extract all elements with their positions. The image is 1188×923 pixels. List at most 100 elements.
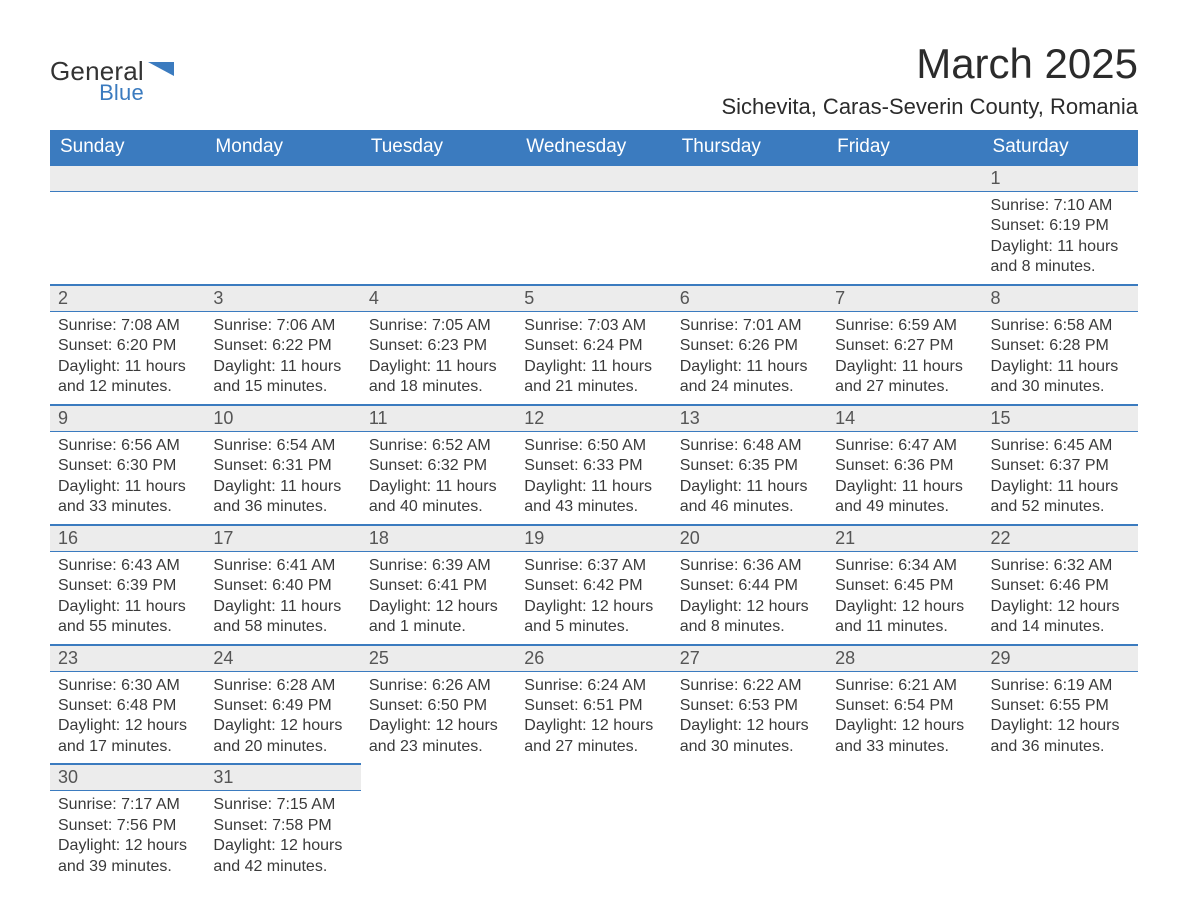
day-detail-cell: Sunrise: 6:54 AMSunset: 6:31 PMDaylight:…	[205, 431, 360, 524]
day-detail-cell: Sunrise: 7:03 AMSunset: 6:24 PMDaylight:…	[516, 311, 671, 404]
day-detail-cell: Sunrise: 6:37 AMSunset: 6:42 PMDaylight:…	[516, 551, 671, 644]
day-detail-line: Sunrise: 6:36 AM	[680, 556, 819, 576]
day-detail-line: Sunrise: 7:15 AM	[213, 795, 352, 815]
day-detail-cell	[50, 192, 205, 285]
day-number-cell: 14	[827, 405, 982, 432]
day-detail-line: and 8 minutes.	[991, 257, 1130, 277]
day-detail-cell: Sunrise: 6:58 AMSunset: 6:28 PMDaylight:…	[983, 311, 1138, 404]
day-detail-line: Daylight: 12 hours	[835, 716, 974, 736]
day-detail-line: Daylight: 12 hours	[58, 836, 197, 856]
day-number-cell: 9	[50, 405, 205, 432]
day-detail-cell	[672, 192, 827, 285]
day-detail-cell: Sunrise: 7:06 AMSunset: 6:22 PMDaylight:…	[205, 311, 360, 404]
day-detail-line: Daylight: 12 hours	[213, 836, 352, 856]
day-detail-line: Sunrise: 7:05 AM	[369, 316, 508, 336]
day-detail-line: Sunrise: 7:10 AM	[991, 196, 1130, 216]
day-detail-line: Sunset: 7:56 PM	[58, 816, 197, 836]
day-detail-cell: Sunrise: 7:10 AMSunset: 6:19 PMDaylight:…	[983, 192, 1138, 285]
day-detail-cell: Sunrise: 7:15 AMSunset: 7:58 PMDaylight:…	[205, 791, 360, 883]
month-title: March 2025	[721, 40, 1138, 88]
day-detail-line: Sunset: 6:28 PM	[991, 336, 1130, 356]
day-number-cell	[516, 764, 671, 791]
day-number-cell: 17	[205, 525, 360, 552]
day-detail-line: Daylight: 12 hours	[680, 597, 819, 617]
weekday-header: Saturday	[983, 130, 1138, 165]
weekday-header-row: Sunday Monday Tuesday Wednesday Thursday…	[50, 130, 1138, 165]
day-detail-cell: Sunrise: 6:39 AMSunset: 6:41 PMDaylight:…	[361, 551, 516, 644]
day-detail-line: Daylight: 11 hours	[680, 357, 819, 377]
day-detail-line: and 36 minutes.	[213, 497, 352, 517]
day-detail-row: Sunrise: 7:10 AMSunset: 6:19 PMDaylight:…	[50, 192, 1138, 285]
weekday-header: Monday	[205, 130, 360, 165]
day-detail-cell: Sunrise: 6:22 AMSunset: 6:53 PMDaylight:…	[672, 671, 827, 764]
day-detail-cell: Sunrise: 6:59 AMSunset: 6:27 PMDaylight:…	[827, 311, 982, 404]
day-detail-line: Daylight: 12 hours	[369, 597, 508, 617]
logo-word-blue: Blue	[99, 82, 144, 104]
day-detail-cell	[516, 791, 671, 883]
day-number-cell: 11	[361, 405, 516, 432]
day-number-cell: 23	[50, 645, 205, 672]
day-number-cell: 13	[672, 405, 827, 432]
day-detail-cell: Sunrise: 6:19 AMSunset: 6:55 PMDaylight:…	[983, 671, 1138, 764]
day-detail-line: and 55 minutes.	[58, 617, 197, 637]
day-number-cell: 22	[983, 525, 1138, 552]
day-detail-line: Sunset: 6:27 PM	[835, 336, 974, 356]
day-number-cell	[827, 764, 982, 791]
day-detail-line: Daylight: 12 hours	[991, 716, 1130, 736]
day-detail-line: Daylight: 11 hours	[369, 477, 508, 497]
day-detail-line: and 30 minutes.	[991, 377, 1130, 397]
day-number-cell	[672, 165, 827, 192]
day-number-cell	[827, 165, 982, 192]
day-detail-cell: Sunrise: 6:21 AMSunset: 6:54 PMDaylight:…	[827, 671, 982, 764]
day-detail-line: and 58 minutes.	[213, 617, 352, 637]
day-detail-line: Daylight: 11 hours	[213, 477, 352, 497]
day-detail-line: and 42 minutes.	[213, 857, 352, 877]
day-detail-row: Sunrise: 6:30 AMSunset: 6:48 PMDaylight:…	[50, 671, 1138, 764]
day-detail-line: and 23 minutes.	[369, 737, 508, 757]
day-detail-line: Sunset: 6:35 PM	[680, 456, 819, 476]
day-detail-cell: Sunrise: 7:05 AMSunset: 6:23 PMDaylight:…	[361, 311, 516, 404]
day-number-row: 16171819202122	[50, 525, 1138, 552]
day-detail-cell: Sunrise: 6:34 AMSunset: 6:45 PMDaylight:…	[827, 551, 982, 644]
weekday-header: Sunday	[50, 130, 205, 165]
day-detail-line: Sunrise: 6:22 AM	[680, 676, 819, 696]
day-detail-line: Sunset: 6:36 PM	[835, 456, 974, 476]
weekday-header: Wednesday	[516, 130, 671, 165]
day-detail-cell: Sunrise: 6:32 AMSunset: 6:46 PMDaylight:…	[983, 551, 1138, 644]
logo: General Blue	[50, 40, 182, 104]
day-number-cell	[361, 165, 516, 192]
day-detail-row: Sunrise: 7:08 AMSunset: 6:20 PMDaylight:…	[50, 311, 1138, 404]
day-detail-line: Sunset: 6:24 PM	[524, 336, 663, 356]
day-detail-cell: Sunrise: 7:17 AMSunset: 7:56 PMDaylight:…	[50, 791, 205, 883]
day-detail-line: Sunrise: 6:37 AM	[524, 556, 663, 576]
day-number-row: 3031	[50, 764, 1138, 791]
day-detail-line: Sunrise: 6:47 AM	[835, 436, 974, 456]
day-detail-line: Sunset: 6:44 PM	[680, 576, 819, 596]
day-number-cell: 6	[672, 285, 827, 312]
day-detail-line: Daylight: 11 hours	[835, 357, 974, 377]
day-detail-line: Sunset: 6:54 PM	[835, 696, 974, 716]
day-detail-line: Sunset: 6:33 PM	[524, 456, 663, 476]
day-detail-line: Daylight: 11 hours	[58, 597, 197, 617]
day-detail-line: and 21 minutes.	[524, 377, 663, 397]
day-detail-line: Daylight: 11 hours	[213, 597, 352, 617]
day-detail-cell: Sunrise: 6:28 AMSunset: 6:49 PMDaylight:…	[205, 671, 360, 764]
day-detail-line: and 27 minutes.	[524, 737, 663, 757]
day-number-cell: 19	[516, 525, 671, 552]
day-detail-cell: Sunrise: 6:47 AMSunset: 6:36 PMDaylight:…	[827, 431, 982, 524]
day-detail-line: Sunset: 6:22 PM	[213, 336, 352, 356]
day-detail-line: and 40 minutes.	[369, 497, 508, 517]
day-detail-cell	[516, 192, 671, 285]
day-detail-line: Sunrise: 6:19 AM	[991, 676, 1130, 696]
logo-text: General Blue	[50, 58, 144, 104]
day-detail-line: Daylight: 11 hours	[524, 477, 663, 497]
day-detail-cell: Sunrise: 6:30 AMSunset: 6:48 PMDaylight:…	[50, 671, 205, 764]
day-number-cell: 26	[516, 645, 671, 672]
day-detail-line: Sunrise: 6:48 AM	[680, 436, 819, 456]
day-detail-line: and 33 minutes.	[835, 737, 974, 757]
day-detail-line: Sunset: 6:39 PM	[58, 576, 197, 596]
day-detail-line: and 36 minutes.	[991, 737, 1130, 757]
day-detail-cell	[983, 791, 1138, 883]
day-detail-cell: Sunrise: 6:26 AMSunset: 6:50 PMDaylight:…	[361, 671, 516, 764]
day-number-cell: 5	[516, 285, 671, 312]
